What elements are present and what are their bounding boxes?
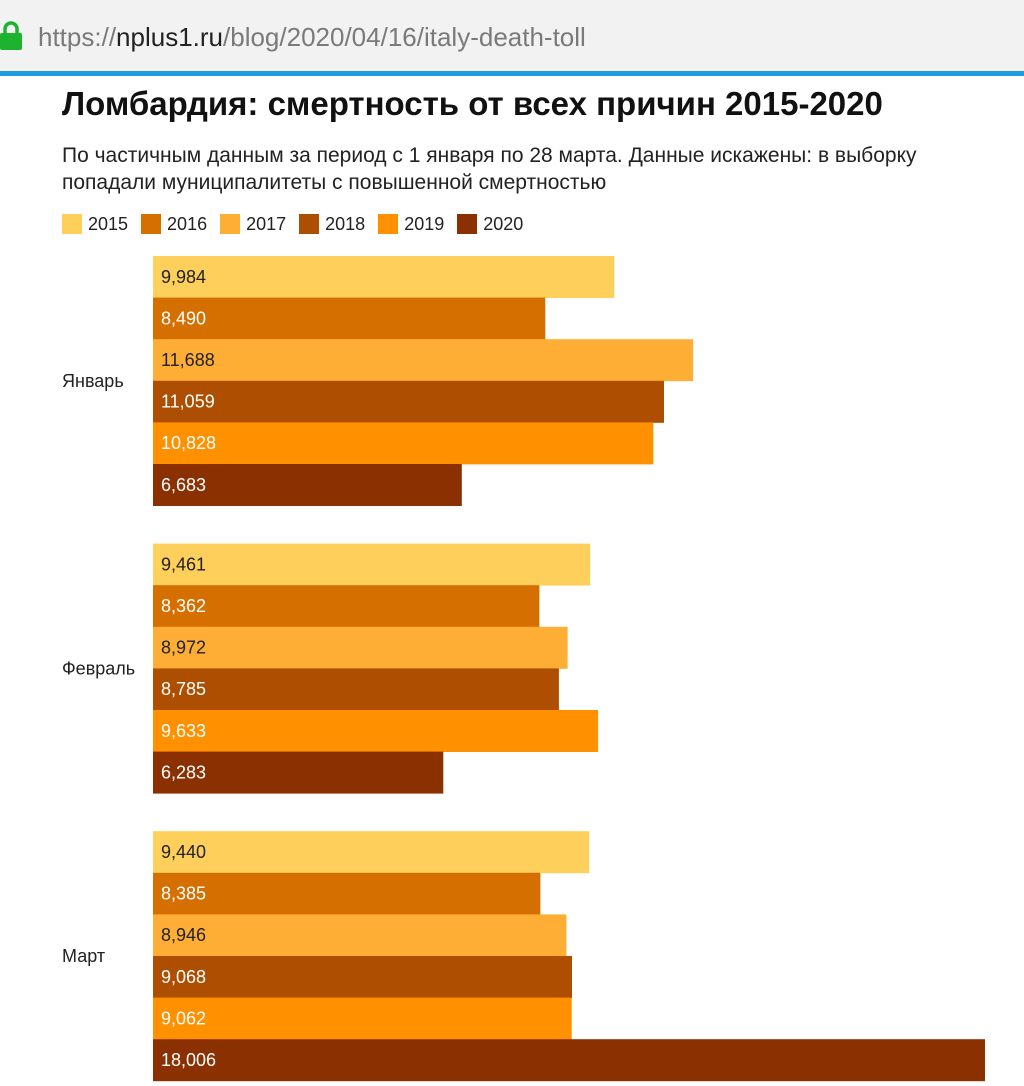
bar-2016-1 — [153, 585, 540, 628]
progress-bar — [0, 71, 1024, 76]
legend-label: 2015 — [88, 213, 129, 234]
bar-value-label: 8,946 — [161, 925, 206, 945]
url-host: nplus1.ru — [116, 22, 224, 52]
url-path: /blog/2020/04/16/italy-death-toll — [223, 22, 586, 52]
bar-2020-2 — [153, 1039, 985, 1082]
legend-swatch — [457, 214, 478, 234]
legend-label: 2017 — [246, 213, 287, 234]
bar-value-label: 8,972 — [161, 638, 206, 658]
bar-value-label: 8,785 — [161, 679, 206, 699]
bar-2017-0 — [153, 339, 694, 382]
legend-item-2019: 2019 — [378, 214, 444, 235]
address-bar[interactable]: https://nplus1.ru/blog/2020/04/16/italy-… — [0, 0, 1024, 76]
legend-item-2015: 2015 — [62, 214, 128, 235]
legend-item-2016: 2016 — [141, 214, 207, 235]
bar-value-label: 9,062 — [161, 1008, 206, 1028]
legend-item-2020: 2020 — [457, 214, 523, 235]
lock-icon — [0, 21, 22, 50]
bar-value-label: 9,461 — [161, 554, 206, 574]
legend-swatch — [378, 214, 399, 234]
bar-2019-0 — [153, 422, 654, 465]
url-text[interactable]: https://nplus1.ru/blog/2020/04/16/italy-… — [38, 20, 586, 54]
lock-shackle — [3, 21, 19, 33]
bar-2018-2 — [153, 956, 572, 998]
bar-value-label: 8,362 — [161, 596, 206, 616]
bar-2015-1 — [153, 543, 591, 586]
bar-value-label: 9,984 — [161, 267, 206, 287]
bar-value-label: 11,688 — [161, 350, 215, 370]
legend-label: 2016 — [167, 213, 208, 234]
bar-value-label: 9,068 — [161, 967, 206, 987]
bar-value-label: 9,633 — [161, 721, 206, 741]
legend-swatch — [62, 214, 82, 234]
bar-2015-2 — [153, 831, 590, 874]
legend-label: 2018 — [325, 213, 366, 234]
legend-label: 2020 — [483, 213, 524, 234]
bar-value-label: 10,828 — [161, 433, 216, 453]
bar-2019-2 — [153, 997, 572, 1040]
chart-title: Ломбардия: смертность от всех причин 201… — [62, 85, 883, 122]
bar-2017-1 — [153, 626, 568, 669]
bar-2020-0 — [153, 464, 462, 506]
bar-value-label: 6,683 — [161, 475, 206, 495]
lock-body — [0, 33, 22, 50]
legend-label: 2019 — [404, 213, 445, 234]
bar-value-label: 6,283 — [161, 762, 206, 782]
bar-2020-1 — [153, 751, 444, 794]
bar-value-label: 9,440 — [161, 842, 206, 862]
bar-2019-1 — [153, 710, 599, 752]
category-label: Февраль — [62, 658, 135, 678]
chart-legend: 2015 2016 2017 2018 2019 2020 — [62, 212, 536, 236]
bar-2016-2 — [153, 872, 541, 915]
legend-item-2017: 2017 — [220, 214, 286, 235]
bar-2017-2 — [153, 914, 567, 957]
category-label: Январь — [62, 371, 124, 391]
legend-swatch — [220, 214, 241, 234]
chart-subtitle: По частичным данным за период с 1 января… — [62, 144, 917, 194]
legend-swatch — [299, 214, 320, 234]
bar-2018-1 — [153, 668, 559, 711]
bar-value-label: 18,006 — [161, 1050, 216, 1070]
bar-value-label: 8,490 — [161, 308, 206, 328]
legend-item-2018: 2018 — [299, 214, 365, 235]
bar-value-label: 11,059 — [161, 392, 215, 412]
category-label: Март — [62, 946, 105, 966]
bar-2018-0 — [153, 380, 664, 423]
bar-value-label: 8,385 — [161, 884, 206, 904]
bar-2016-0 — [153, 297, 546, 340]
legend-swatch — [141, 214, 162, 234]
bar-2015-0 — [153, 256, 615, 298]
url-scheme: https:// — [38, 22, 117, 52]
